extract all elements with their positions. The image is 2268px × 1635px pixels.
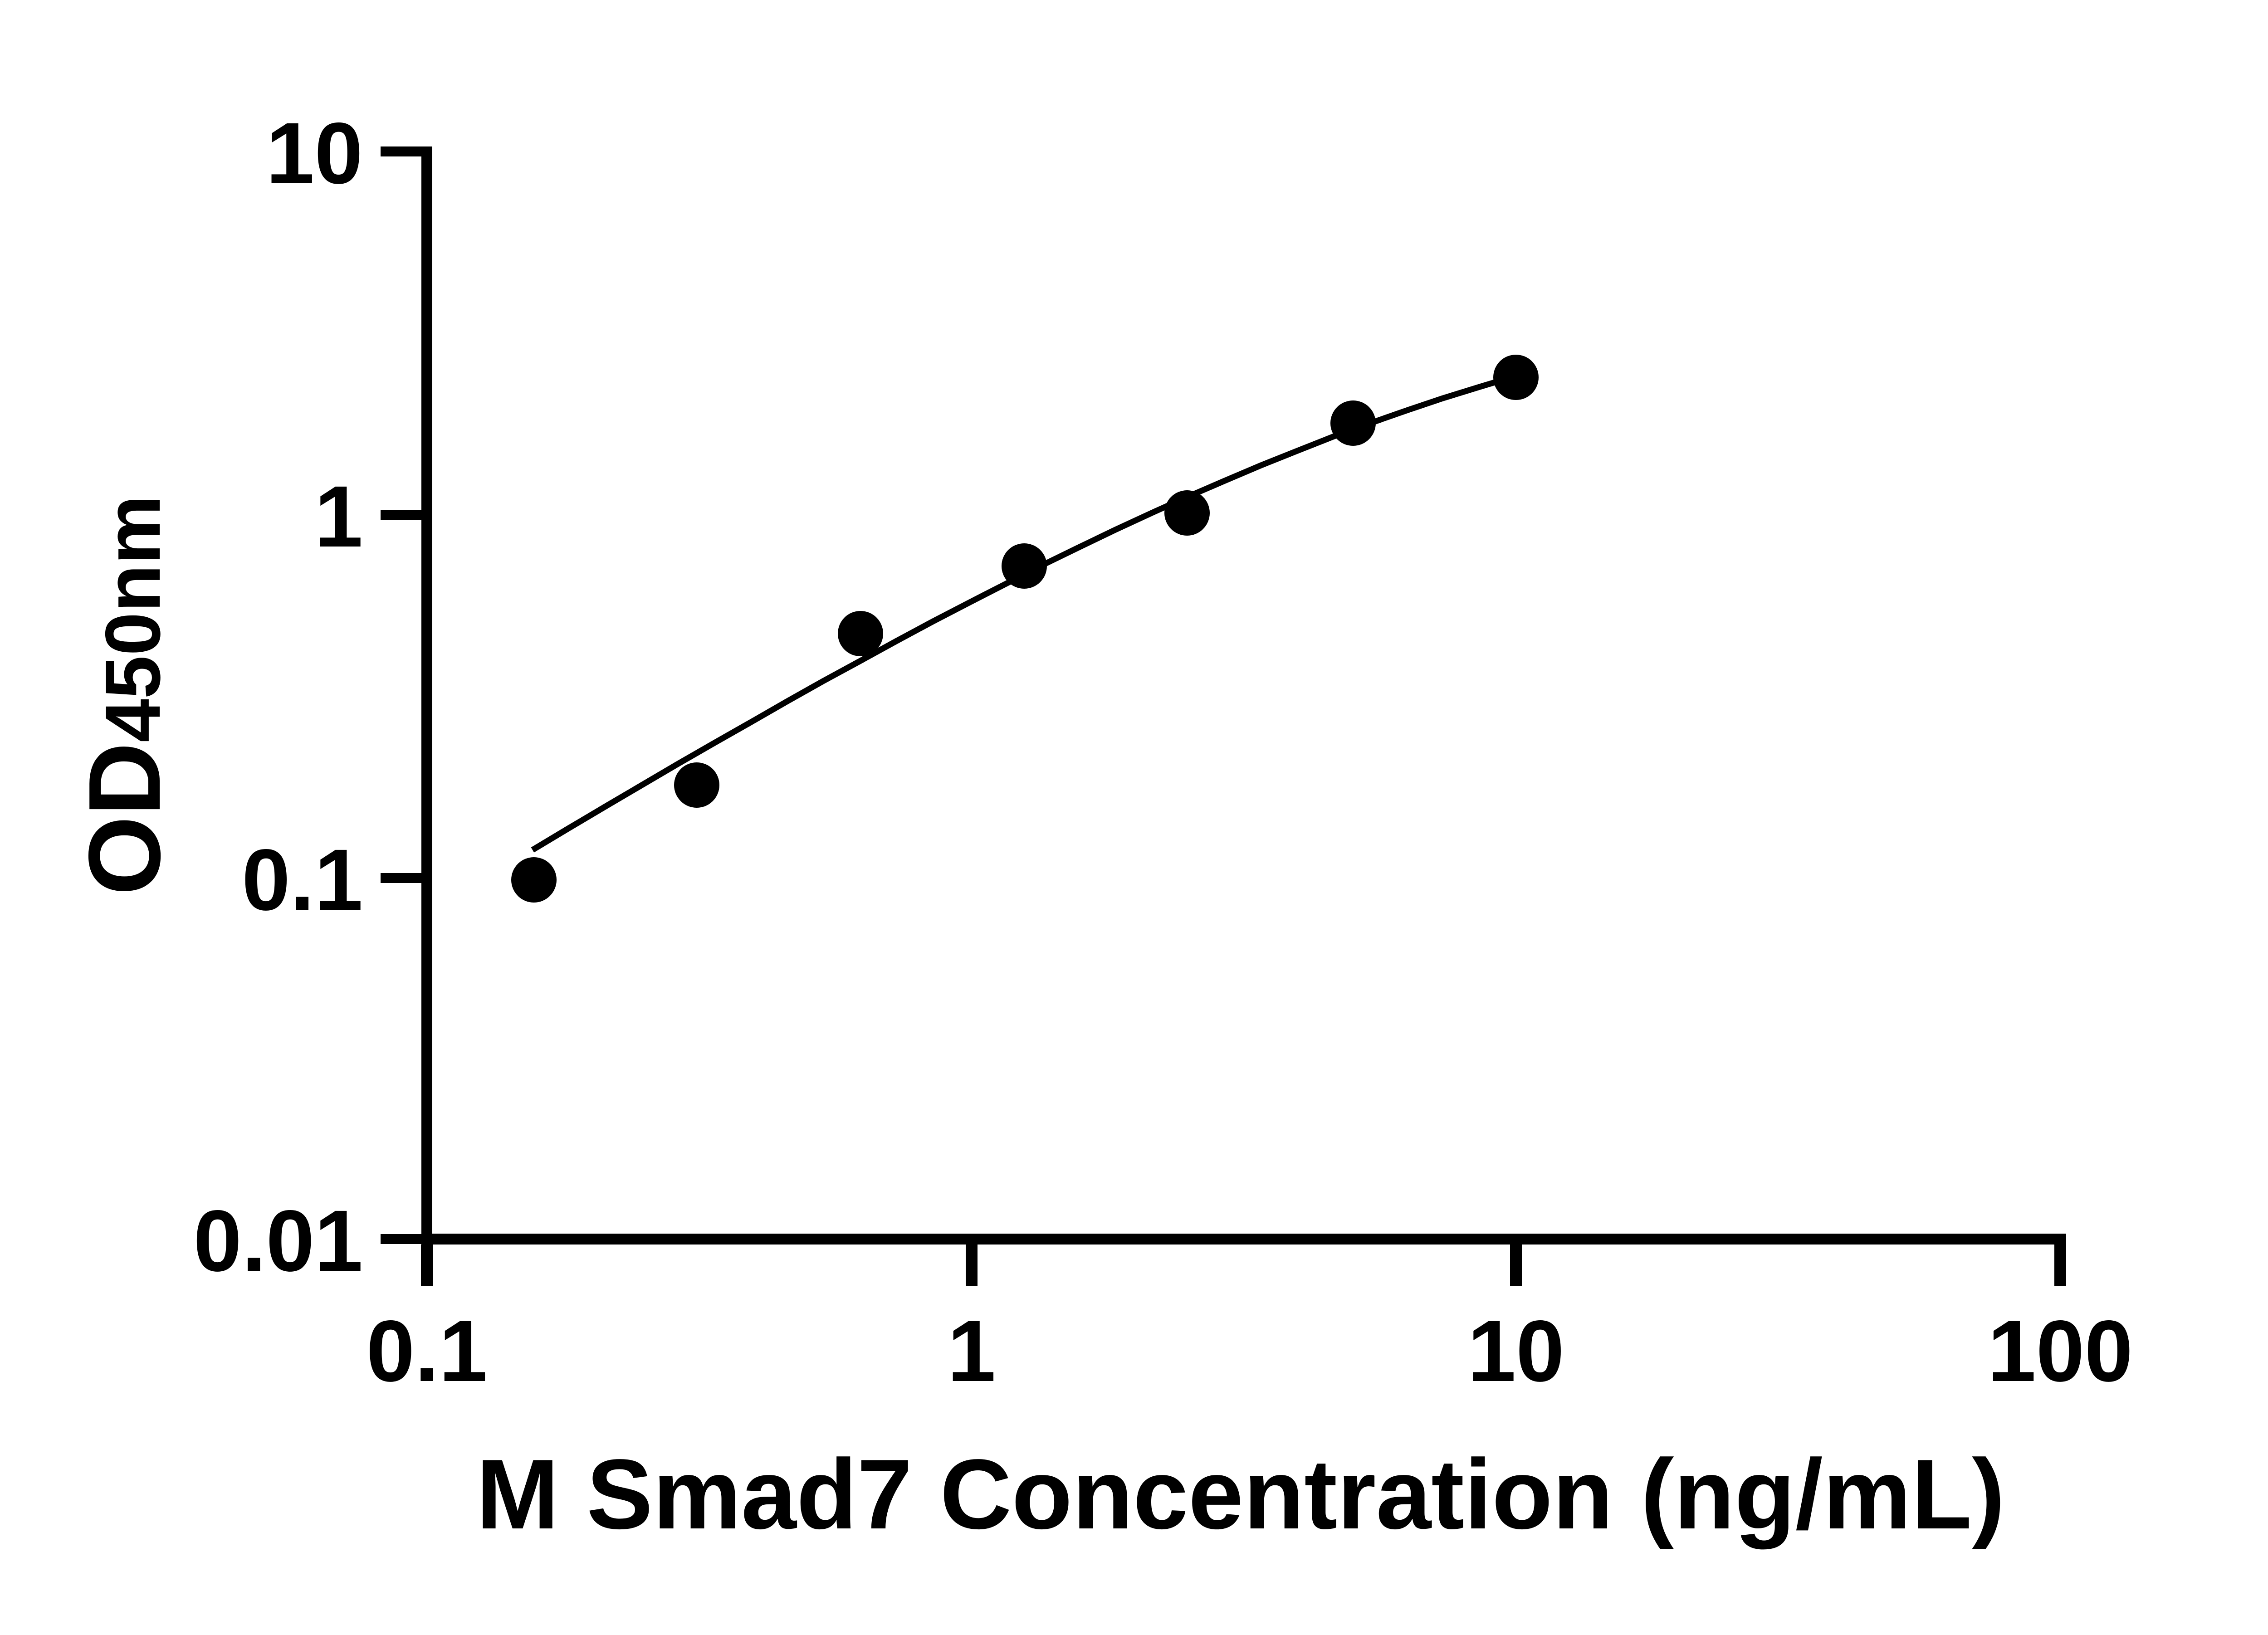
svg-text:1: 1 — [314, 468, 363, 565]
svg-text:OD450nm: OD450nm — [67, 495, 181, 895]
svg-text:100: 100 — [1988, 1302, 2133, 1400]
svg-text:M Smad7 Concentration (ng/mL): M Smad7 Concentration (ng/mL) — [476, 1439, 2005, 1550]
svg-text:0.1: 0.1 — [367, 1302, 488, 1400]
svg-text:0.01: 0.01 — [193, 1192, 363, 1289]
svg-text:1: 1 — [948, 1302, 996, 1400]
svg-text:10: 10 — [266, 104, 363, 202]
svg-text:0.1: 0.1 — [242, 831, 363, 928]
svg-text:10: 10 — [1467, 1302, 1564, 1400]
